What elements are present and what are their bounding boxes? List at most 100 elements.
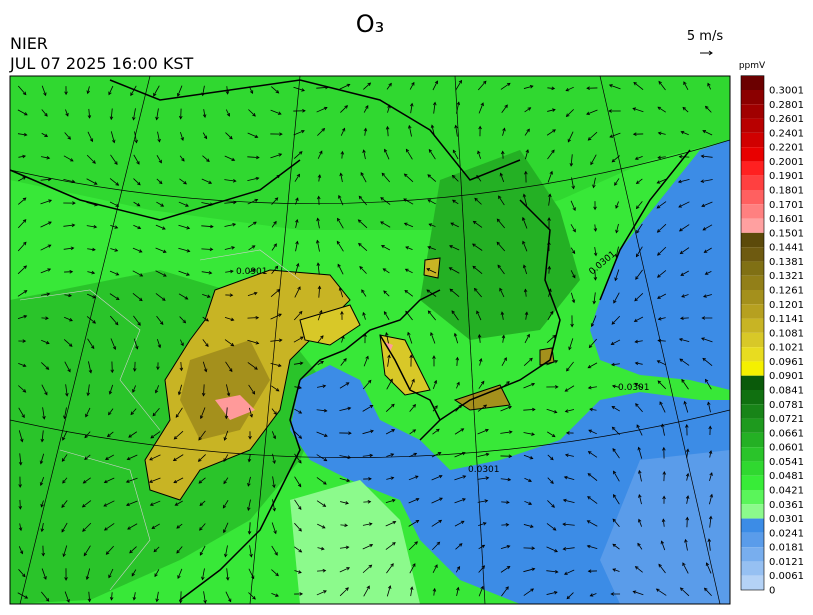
wind-arrow <box>202 316 209 322</box>
wind-arrow <box>317 335 324 343</box>
wind-arrow-head <box>298 385 302 390</box>
wind-arrow <box>588 386 597 389</box>
wind-arrow <box>64 407 67 419</box>
wind-arrow <box>316 240 320 252</box>
wind-arrow-head <box>550 456 554 461</box>
wind-arrow <box>497 264 505 275</box>
wind-arrow <box>362 380 372 390</box>
wind-arrow <box>657 293 667 299</box>
wind-arrow-head <box>301 129 305 134</box>
wind-arrow <box>223 454 229 462</box>
wind-arrow <box>427 246 436 251</box>
wind-arrow <box>272 476 275 488</box>
wind-arrow <box>224 430 229 441</box>
wind-arrow <box>563 547 575 550</box>
colorbar-label: 0.0361 <box>769 500 804 511</box>
wind-arrow-head <box>554 360 559 364</box>
wind-arrow <box>104 523 115 531</box>
wind-arrow-head <box>587 137 592 141</box>
wind-arrow-head <box>635 205 640 210</box>
wind-arrow-head <box>295 197 299 202</box>
wind-arrow <box>454 333 459 344</box>
wind-arrow-head <box>684 538 688 543</box>
wind-arrow <box>41 132 48 137</box>
wind-arrow <box>294 453 302 464</box>
wind-arrow <box>657 360 667 366</box>
colorbar-swatch <box>741 90 764 105</box>
wind-arrow <box>633 590 644 596</box>
wind-arrow-head <box>426 289 431 293</box>
wind-arrow <box>154 569 160 577</box>
wind-arrow-head <box>180 342 184 347</box>
wind-arrow-head <box>708 425 712 430</box>
wind-arrow-head <box>199 502 204 506</box>
wind-arrow-head <box>685 424 689 428</box>
wind-arrow-head <box>657 295 661 299</box>
wind-arrow-head <box>610 592 615 596</box>
wind-arrow <box>409 82 415 90</box>
wind-arrow <box>86 568 91 580</box>
wind-arrow <box>455 404 462 412</box>
wind-arrow-head <box>472 243 476 247</box>
wind-arrow-head <box>70 246 75 251</box>
wind-arrow-head <box>702 357 707 362</box>
wind-arrow <box>636 246 643 257</box>
wind-arrow-head <box>23 241 27 246</box>
wind-arrow <box>547 500 555 508</box>
wind-arrow <box>294 263 299 275</box>
wind-arrow-head <box>163 273 167 277</box>
wind-arrow <box>87 338 95 349</box>
wind-vectors <box>17 79 714 604</box>
wind-arrow-head <box>593 206 597 211</box>
wind-arrow <box>657 270 667 278</box>
wind-arrow-head <box>277 363 282 368</box>
wind-arrow <box>682 107 689 113</box>
wind-arrow-head <box>404 268 409 272</box>
wind-arrow <box>247 199 258 205</box>
wind-arrow-head <box>389 378 393 383</box>
wind-arrow <box>179 316 186 324</box>
wind-arrow <box>86 293 96 299</box>
wind-arrow <box>19 453 22 465</box>
wind-arrow-head <box>611 321 616 325</box>
wind-arrow-head <box>368 564 373 569</box>
colorbar: 0.3001 0.2801 0.2601 0.2401 0.2201 0.2001 0.19… <box>740 75 804 597</box>
wind-arrow-head <box>385 332 389 336</box>
colorbar-label: 0.0781 <box>769 400 804 411</box>
wind-arrow <box>149 454 161 461</box>
wind-arrow <box>318 174 321 182</box>
wind-arrow-head <box>564 409 569 413</box>
wind-arrow-head <box>319 309 323 314</box>
wind-arrow-head <box>209 247 214 252</box>
wind-arrow <box>18 362 26 367</box>
wind-arrow <box>108 85 114 95</box>
wind-arrow <box>294 286 301 298</box>
wind-arrow <box>270 289 280 297</box>
wind-arrow <box>523 524 534 528</box>
wind-arrow-head <box>482 522 487 526</box>
wind-arrow <box>316 107 328 113</box>
wind-arrow-head <box>298 410 303 414</box>
wind-arrow-head <box>203 599 207 604</box>
wind-arrow-head <box>62 436 66 441</box>
wind-arrow-head <box>345 587 349 591</box>
wind-arrow-head <box>553 590 558 595</box>
wind-arrow <box>523 588 534 596</box>
colorbar-label: 0.0721 <box>769 414 804 425</box>
wind-arrow <box>180 362 182 371</box>
wind-arrow <box>478 522 487 526</box>
wind-arrow-head <box>433 379 438 384</box>
wind-arrow-head <box>324 433 328 437</box>
wind-arrow-head <box>45 340 50 345</box>
wind-arrow-head <box>508 405 512 410</box>
wind-arrow-head <box>593 228 598 232</box>
wind-arrow-head <box>705 378 709 383</box>
wind-arrow-head <box>367 379 372 384</box>
wind-arrow-head <box>226 392 231 397</box>
wind-arrow <box>709 450 712 458</box>
wind-arrow <box>339 287 344 298</box>
wind-arrow <box>387 355 390 367</box>
wind-arrow-head <box>302 109 306 113</box>
wind-arrow <box>408 498 419 504</box>
